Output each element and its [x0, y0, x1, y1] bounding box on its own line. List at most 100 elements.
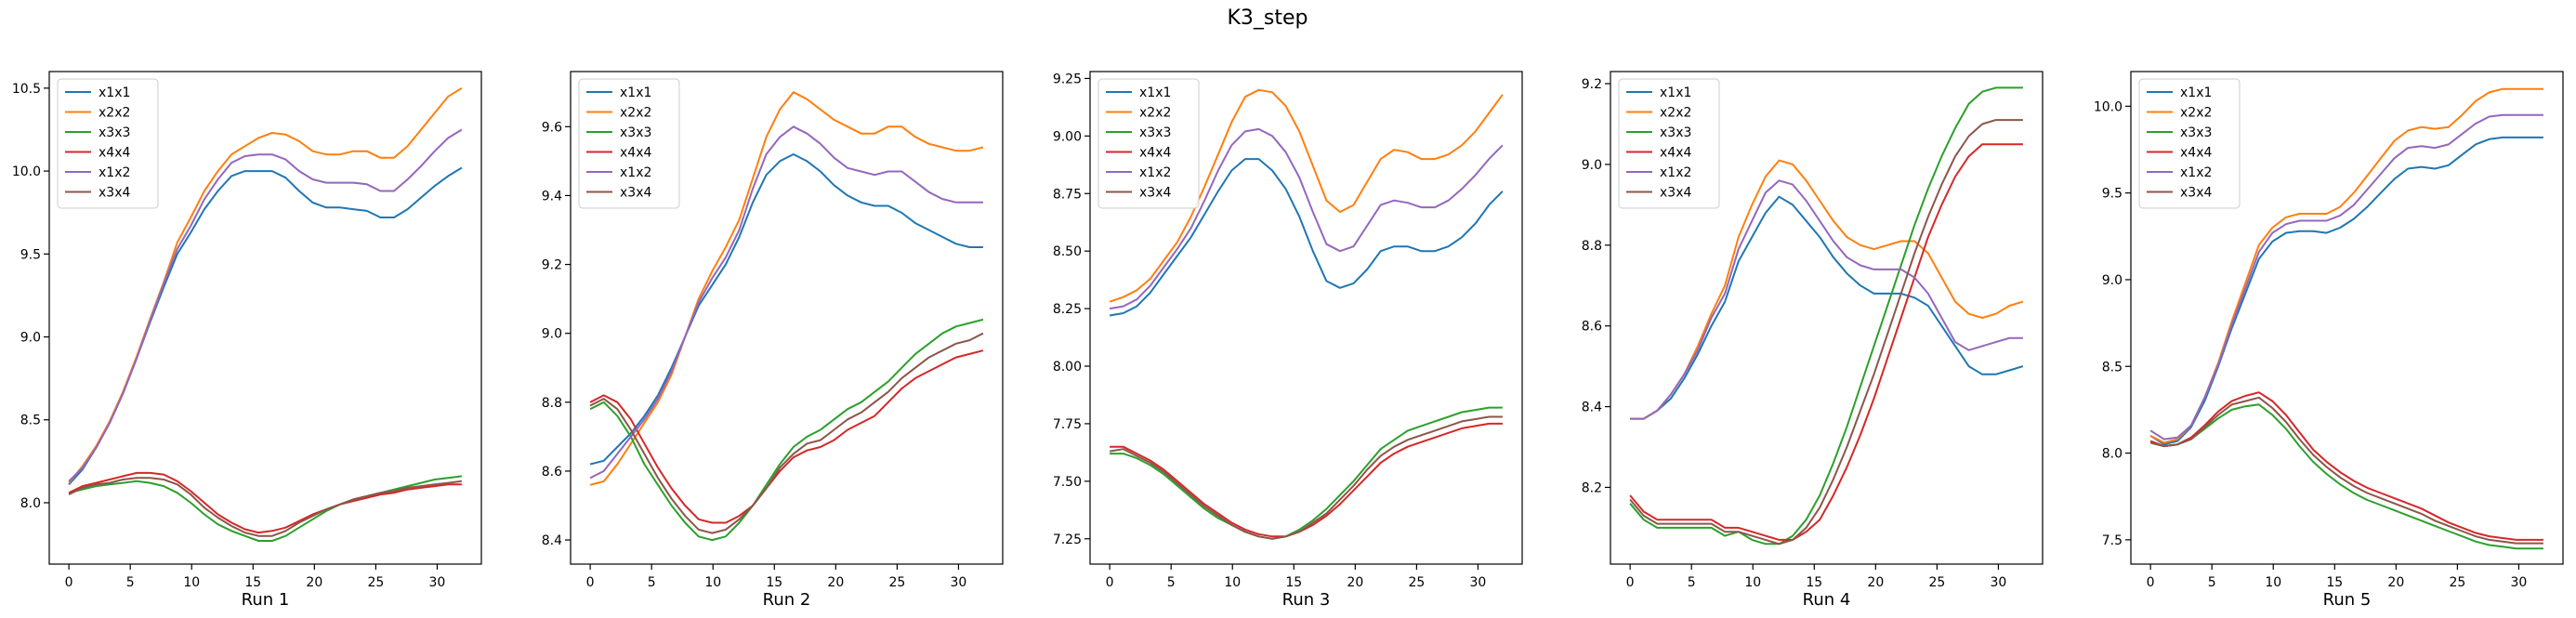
- panel-title: Run 4: [1803, 590, 1851, 610]
- legend-label-x3x3: x3x3: [99, 125, 130, 140]
- x-tick-label: 20: [827, 575, 844, 590]
- panel-title: Run 5: [2323, 590, 2372, 610]
- legend-label-x1x2: x1x2: [1660, 165, 1691, 180]
- figure-title: K3_step: [1227, 7, 1308, 30]
- legend: x1x1 x2x2 x3x3 x4x4 x1x2 x3x4: [1618, 78, 1720, 209]
- series-line-x3x4: [68, 477, 463, 537]
- series-line-x3x4: [1109, 415, 1503, 540]
- legend-label-x3x4: x3x4: [1139, 186, 1171, 201]
- legend-label-x3x3: x3x3: [2180, 125, 2212, 140]
- legend-label-x1x2: x1x2: [620, 165, 651, 180]
- legend-label-x1x1: x1x1: [1660, 85, 1691, 100]
- series-line-x3x4: [589, 332, 984, 534]
- plot-frame: [48, 71, 482, 565]
- legend-label-x1x1: x1x1: [620, 85, 651, 100]
- series-line-x1x2: [1109, 127, 1504, 310]
- x-tick-label: 30: [1470, 575, 1487, 590]
- x-tick-label: 10: [704, 575, 721, 590]
- x-tick-label: 25: [1928, 575, 1945, 590]
- series-line-x1x2: [589, 125, 983, 480]
- panel-title: Run 1: [242, 590, 290, 610]
- series-line-x1x2: [1630, 179, 2023, 420]
- y-tick-label: 8.0: [2102, 447, 2123, 462]
- y-tick-label: 9.6: [542, 120, 562, 135]
- legend-label-x1x1: x1x1: [2180, 85, 2212, 100]
- x-tick-label: 30: [1991, 575, 2007, 590]
- series-line-x2x2: [589, 91, 984, 486]
- y-tick-label: 9.5: [2102, 187, 2123, 202]
- y-tick-label: 9.5: [20, 247, 41, 262]
- chart-panel-run-2: 0 5 10 15 20 25 30 8.4 8.6 8.8 9.0 9.2 9.4 9.6 Run 2 x1…: [542, 71, 1004, 610]
- legend-label-x4x4: x4x4: [620, 146, 651, 161]
- y-tick-label: 9.2: [542, 258, 562, 273]
- y-tick-label: 10.5: [12, 82, 41, 97]
- legend-label-x2x2: x2x2: [620, 106, 651, 121]
- y-tick-label: 8.4: [1582, 401, 1602, 415]
- series-line-x2x2: [1630, 159, 2024, 420]
- series-line-x2x2: [1109, 88, 1504, 303]
- legend-label-x2x2: x2x2: [99, 106, 130, 121]
- series-line-x3x4: [1629, 119, 2023, 546]
- legend-label-x3x4: x3x4: [1660, 186, 1691, 201]
- y-tick-label: 8.50: [1053, 244, 1082, 259]
- series-line-x1x1: [1109, 158, 1504, 317]
- x-tick-label: 30: [951, 575, 967, 590]
- series-line-x4x4: [1110, 422, 1503, 538]
- y-tick-label: 7.5: [2102, 533, 2123, 548]
- y-tick-label: 8.0: [20, 496, 41, 511]
- y-tick-label: 9.2: [1582, 77, 1602, 92]
- y-tick-label: 7.25: [1053, 533, 1082, 547]
- chart-panel-run-3: 0 5 10 15 20 25 30 7.25 7.50 7.75 8.00 8.25 8.50 8.75…: [1053, 71, 1523, 610]
- legend: x1x1 x2x2 x3x3 x4x4 x1x2 x3x4: [578, 78, 680, 209]
- y-tick-label: 8.6: [1582, 320, 1602, 335]
- legend-label-x3x3: x3x3: [1660, 125, 1691, 140]
- chart-panel-run-1: 0 5 10 15 20 25 30 8.0 8.5 9.0 9.5 10.0 10.5 Run 1 x1x…: [12, 71, 482, 610]
- legend: x1x1 x2x2 x3x3 x4x4 x1x2 x3x4: [57, 78, 159, 209]
- legend: x1x1 x2x2 x3x3 x4x4 x1x2 x3x4: [2138, 78, 2241, 209]
- x-tick-label: 30: [429, 575, 446, 590]
- legend-label-x1x1: x1x1: [99, 85, 130, 100]
- x-tick-label: 5: [1167, 575, 1176, 590]
- series-line-x1x1: [1630, 195, 2024, 420]
- y-tick-label: 8.5: [20, 414, 41, 428]
- plot-frame: [1089, 71, 1523, 565]
- x-tick-label: 0: [65, 575, 73, 590]
- legend-label-x4x4: x4x4: [1660, 146, 1691, 161]
- y-tick-label: 9.0: [1582, 158, 1602, 173]
- y-tick-label: 9.25: [1053, 72, 1082, 86]
- y-tick-label: 8.8: [1582, 239, 1602, 254]
- y-tick-label: 9.0: [2102, 273, 2123, 288]
- y-tick-label: 9.4: [542, 189, 562, 204]
- plot-frame: [2130, 71, 2564, 565]
- legend-label-x3x3: x3x3: [620, 125, 651, 140]
- y-tick-label: 9.0: [542, 327, 562, 342]
- x-tick-label: 5: [1688, 575, 1696, 590]
- x-tick-label: 0: [2147, 575, 2155, 590]
- x-tick-label: 20: [306, 575, 322, 590]
- series-line-x4x4: [1629, 143, 2023, 541]
- series-line-x3x3: [589, 318, 984, 542]
- y-tick-label: 7.75: [1053, 417, 1082, 432]
- legend-label-x1x2: x1x2: [99, 165, 130, 180]
- legend-label-x3x4: x3x4: [620, 186, 651, 201]
- x-tick-label: 15: [766, 575, 782, 590]
- series-line-x1x2: [68, 128, 463, 482]
- legend-label-x1x1: x1x1: [1139, 85, 1171, 100]
- series-line-x1x1: [68, 166, 463, 485]
- y-tick-label: 10.0: [12, 164, 41, 179]
- legend-label-x3x3: x3x3: [1139, 125, 1171, 140]
- legend: x1x1 x2x2 x3x3 x4x4 x1x2 x3x4: [1097, 78, 1200, 209]
- panel-title: Run 2: [763, 590, 811, 610]
- x-tick-label: 20: [2387, 575, 2404, 590]
- y-tick-label: 8.6: [542, 465, 562, 480]
- y-tick-label: 8.8: [542, 396, 562, 411]
- x-tick-label: 30: [2511, 575, 2528, 590]
- x-tick-label: 20: [1347, 575, 1363, 590]
- series-line-x1x1: [589, 153, 983, 466]
- legend-label-x3x4: x3x4: [99, 186, 130, 201]
- chart-panel-run-5: 0 5 10 15 20 25 30 7.5 8.0 8.5 9.0 9.5 10.0 Run 5 x1x1…: [2094, 71, 2564, 610]
- y-tick-label: 9.00: [1053, 129, 1082, 144]
- legend-label-x2x2: x2x2: [1139, 106, 1171, 121]
- legend-label-x3x4: x3x4: [2180, 186, 2212, 201]
